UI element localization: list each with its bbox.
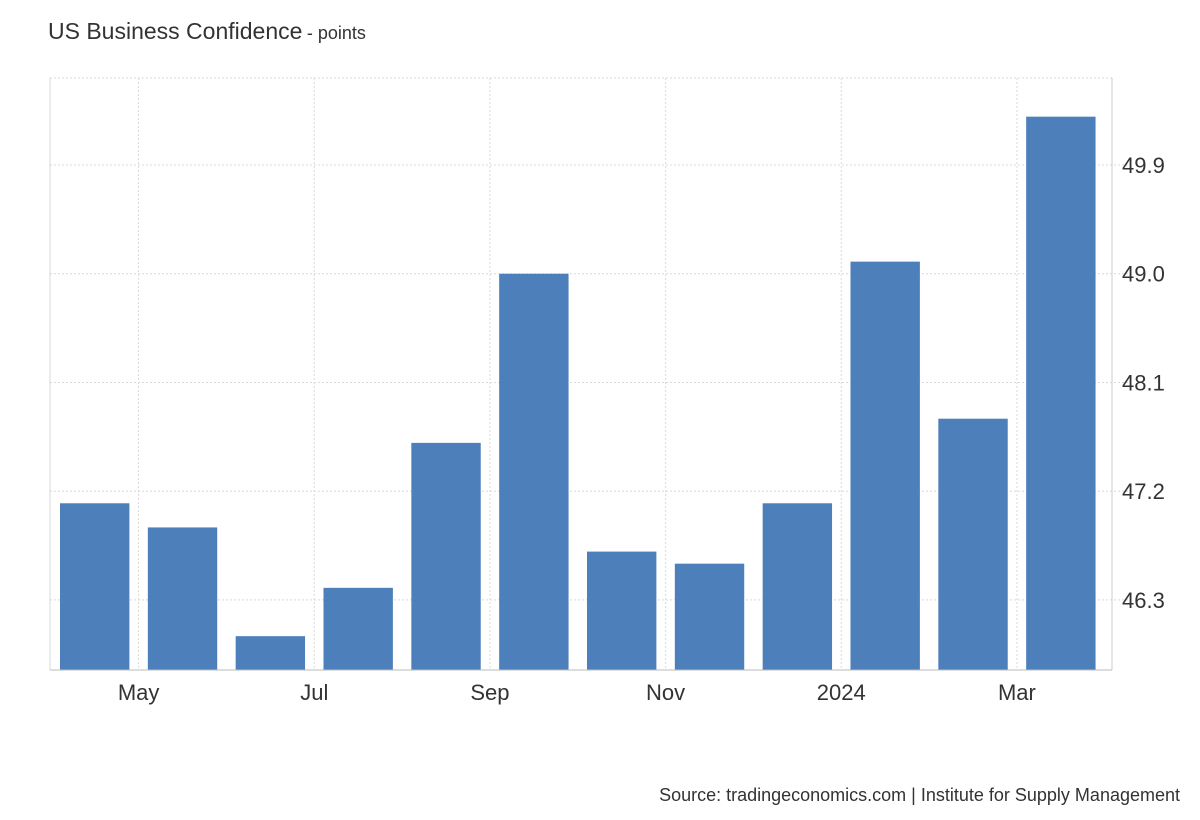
bar xyxy=(938,418,1008,670)
bar xyxy=(323,587,393,670)
x-tick-label: 2024 xyxy=(817,680,866,705)
bar xyxy=(850,261,920,670)
x-tick-label: Nov xyxy=(646,680,685,705)
bar xyxy=(499,273,569,670)
chart-title-block: US Business Confidence - points xyxy=(48,18,366,45)
chart-title: US Business Confidence xyxy=(48,18,303,44)
y-tick-label: 47.2 xyxy=(1122,479,1165,504)
bar xyxy=(60,503,130,670)
chart-subtitle: - points xyxy=(306,23,366,43)
bar xyxy=(411,442,481,670)
bar xyxy=(235,636,306,670)
bar xyxy=(762,503,833,670)
x-tick-label: Mar xyxy=(998,680,1036,705)
source-note: Source: tradingeconomics.com | Institute… xyxy=(659,785,1180,805)
bar xyxy=(587,551,657,670)
y-tick-label: 48.1 xyxy=(1122,370,1165,395)
x-tick-label: Jul xyxy=(300,680,328,705)
bar-chart: 46.3 47.2 48.1 49.0 49.9 May Jul Sep Nov 2024 Mar xyxy=(49,77,1165,705)
x-tick-label: May xyxy=(118,680,160,705)
bar xyxy=(147,527,218,670)
bar xyxy=(1026,116,1096,670)
y-tick-label: 46.3 xyxy=(1122,588,1165,613)
bar xyxy=(674,563,745,670)
y-tick-label: 49.0 xyxy=(1122,262,1165,287)
x-tick-label: Sep xyxy=(470,680,509,705)
y-tick-label: 49.9 xyxy=(1122,153,1165,178)
